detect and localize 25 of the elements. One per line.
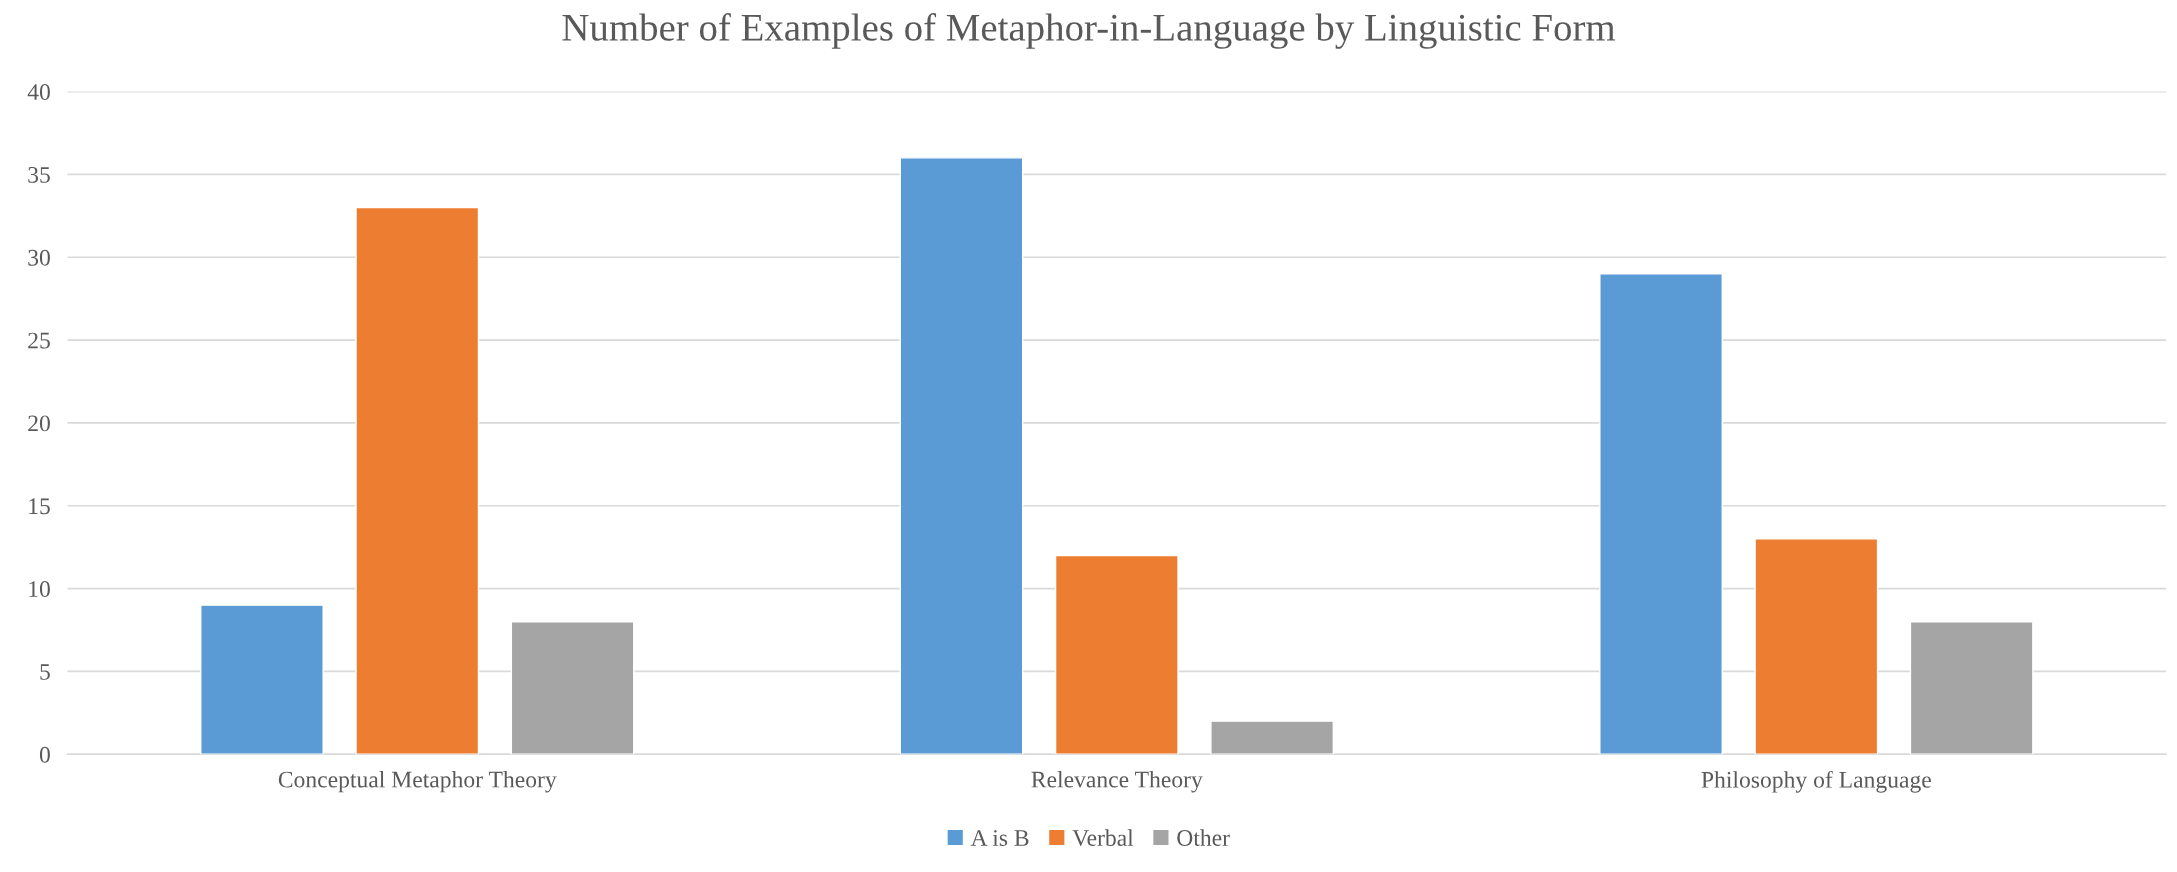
y-tick-label: 15 — [29, 498, 50, 515]
y-tick-label: 10 — [29, 581, 50, 598]
bar — [355, 206, 480, 755]
y-tick-label: 0 — [39, 746, 50, 763]
x-tick-label: Philosophy of Language — [1701, 770, 1931, 793]
y-tick-label: 35 — [28, 166, 50, 183]
x-tick-label: Conceptual Metaphor Theory — [278, 770, 557, 793]
y-tick-label: 5 — [40, 664, 50, 680]
legend-label: A is B — [970, 830, 1029, 846]
bar — [1909, 621, 2034, 755]
y-tick-label: 20 — [28, 415, 50, 432]
y-tick-label: 25 — [28, 332, 50, 349]
y-tick-label: 30 — [28, 249, 50, 266]
legend-label: Verbal — [1072, 829, 1134, 847]
legend-label: Other — [1177, 829, 1230, 846]
bar — [510, 621, 635, 755]
bar — [1754, 538, 1879, 755]
x-tick-label: Relevance Theory — [1031, 770, 1203, 793]
bar — [899, 157, 1024, 755]
chart-title: Number of Examples of Metaphor-in-Language by Linguistic Form — [562, 13, 1616, 49]
bar — [1599, 273, 1723, 755]
y-tick-label: 40 — [27, 84, 50, 100]
bar — [1054, 554, 1179, 755]
bar — [1210, 720, 1335, 755]
bar — [200, 604, 324, 755]
